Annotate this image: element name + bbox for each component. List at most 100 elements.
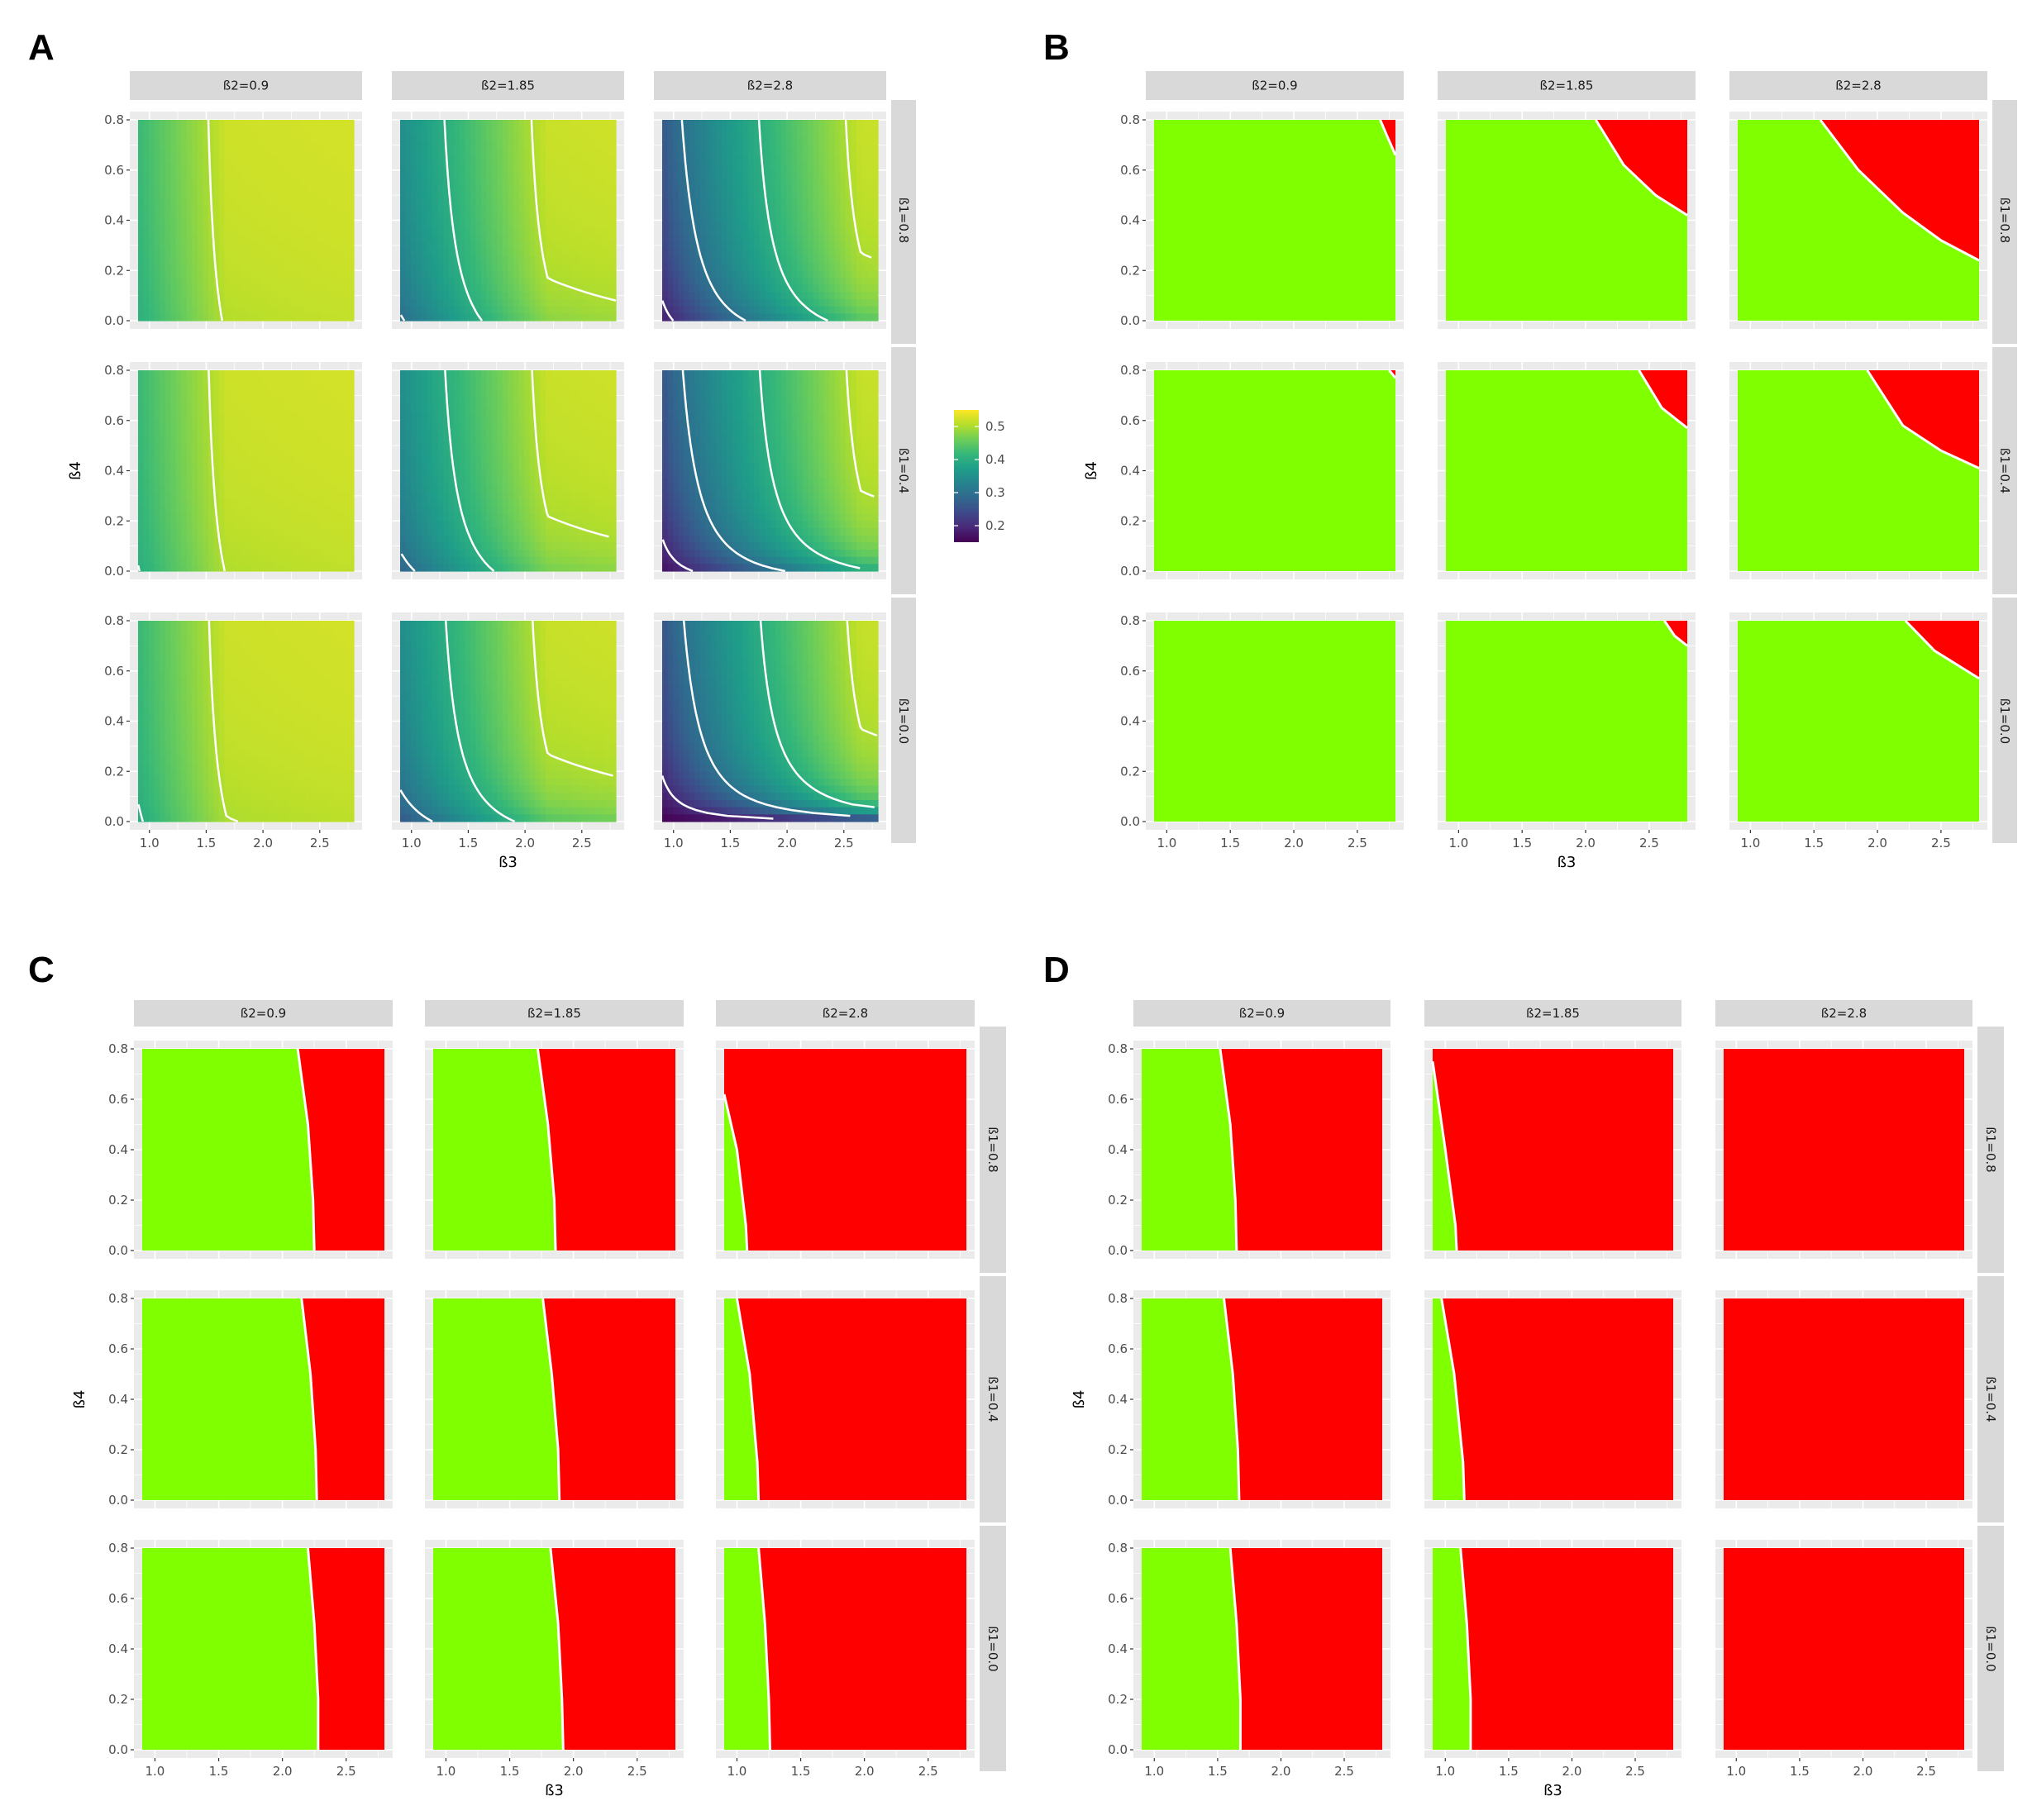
heat-cell: [856, 255, 863, 264]
heat-cell: [480, 120, 487, 128]
heat-cell: [273, 126, 279, 135]
heat-cell: [694, 284, 701, 293]
heat-cell: [213, 169, 220, 179]
heat-cell: [321, 492, 327, 500]
heat-cell: [186, 177, 193, 185]
heat-cell: [689, 298, 695, 307]
heat-cell: [475, 120, 482, 128]
heat-cell: [262, 263, 269, 271]
heat-cell: [284, 148, 290, 156]
heat-cell: [791, 198, 798, 207]
heat-cell: [316, 184, 322, 193]
heat-cell: [840, 134, 847, 142]
heat-cell: [218, 191, 225, 200]
heat-cell: [764, 177, 771, 185]
heat-cell: [742, 134, 749, 142]
heat-cell: [213, 392, 220, 400]
heat-cell: [411, 184, 417, 193]
heat-cell: [294, 441, 301, 450]
heat-cell: [262, 527, 269, 536]
heat-cell: [160, 198, 166, 207]
heat-cell: [192, 492, 198, 500]
heat-cell: [829, 298, 836, 307]
heat-cell: [305, 212, 312, 222]
heat-cell: [207, 141, 214, 150]
heat-cell: [813, 141, 819, 150]
heat-cell: [327, 449, 333, 457]
heat-cell: [829, 234, 836, 243]
heat-cell: [262, 120, 269, 128]
heat-cell: [572, 198, 579, 207]
heat-cell: [405, 370, 412, 379]
heat-cell: [497, 191, 503, 200]
heat-cell: [872, 263, 879, 271]
heat-cell: [256, 513, 263, 522]
heat-cell: [289, 206, 295, 214]
heat-cell: [480, 227, 487, 236]
heat-cell: [673, 220, 680, 228]
heat-cell: [229, 506, 236, 515]
heat-cell: [491, 241, 498, 250]
heat-cell: [175, 420, 182, 429]
heat-cell: [546, 177, 552, 185]
heat-cell: [427, 384, 433, 393]
heat-cell: [294, 492, 301, 500]
heat-cell: [411, 191, 417, 200]
heat-cell: [154, 527, 160, 536]
heat-cell: [486, 306, 493, 314]
heat-cell: [262, 384, 269, 393]
heat-cell: [699, 126, 706, 135]
heat-cell: [673, 177, 680, 185]
heat-cell: [411, 470, 417, 479]
heat-cell: [594, 313, 601, 322]
heat-cell: [797, 306, 804, 314]
heat-cell: [416, 398, 422, 407]
heat-cell: [851, 134, 857, 142]
heat-cell: [437, 535, 444, 543]
heat-cell: [273, 134, 279, 142]
heat-cell: [262, 249, 269, 257]
heat-cell: [716, 198, 723, 207]
heat-cell: [310, 198, 317, 207]
heat-cell: [861, 284, 868, 293]
heat-cell: [267, 564, 274, 572]
heat-cell: [181, 313, 188, 322]
heat-cell: [197, 241, 203, 250]
heat-cell: [589, 234, 595, 243]
heat-cell: [203, 406, 209, 414]
heat-cell: [316, 456, 322, 465]
heat-cell: [165, 513, 171, 522]
heat-cell: [829, 277, 836, 286]
heat-cell: [337, 456, 344, 465]
heat-cell: [213, 184, 220, 193]
heat-cell: [567, 255, 574, 264]
heat-cell: [578, 249, 584, 257]
heat-cell: [491, 313, 498, 322]
heat-cell: [138, 413, 145, 422]
heat-cell: [535, 263, 541, 271]
heat-cell: [524, 227, 531, 236]
heat-cell: [246, 292, 252, 300]
heat-cell: [840, 241, 847, 250]
heat-cell: [218, 535, 225, 543]
heat-cell: [332, 241, 339, 250]
heat-cell: [235, 184, 241, 193]
heat-cell: [437, 478, 444, 486]
heat-cell: [207, 377, 214, 385]
heat-cell: [203, 478, 209, 486]
heat-cell: [411, 456, 417, 465]
heat-cell: [818, 306, 825, 314]
heat-cell: [299, 398, 306, 407]
heat-cell: [305, 413, 312, 422]
heat-cell: [240, 120, 247, 128]
heat-cell: [165, 542, 171, 550]
heat-cell: [224, 506, 231, 515]
heat-cell: [327, 298, 333, 307]
heat-cell: [851, 126, 857, 135]
heat-cell: [475, 241, 482, 250]
heat-cell: [256, 155, 263, 164]
heat-cell: [400, 435, 407, 443]
heat-cell: [289, 435, 295, 443]
heat-cell: [251, 241, 258, 250]
heat-cell: [278, 234, 284, 243]
